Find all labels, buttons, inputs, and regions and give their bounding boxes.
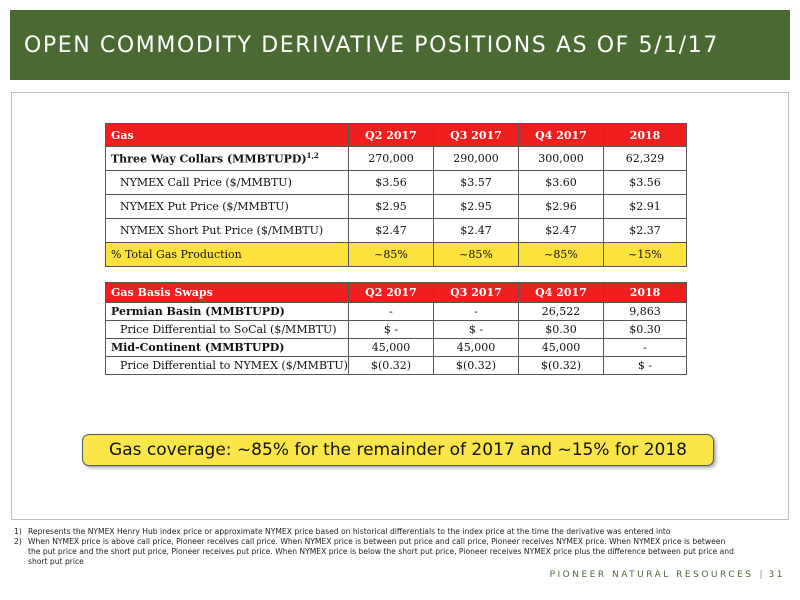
table-cell: $2.95 xyxy=(433,194,519,219)
table-row: NYMEX Put Price ($/MMBTU) $2.95 $2.95 $2… xyxy=(105,194,687,219)
row-label: NYMEX Short Put Price ($/MMBTU) xyxy=(105,218,349,243)
footnote-number: 2) xyxy=(14,537,22,546)
table-cell: - xyxy=(433,302,519,321)
table-row: Permian Basin (MMBTUPD) - - 26,522 9,863 xyxy=(105,302,687,321)
row-label: Permian Basin (MMBTUPD) xyxy=(105,302,349,321)
page-number: 31 xyxy=(768,570,785,580)
table-cell: $3.60 xyxy=(518,170,604,195)
table-cell: 270,000 xyxy=(348,146,434,171)
footer-separator: | xyxy=(759,570,763,580)
table-cell: $2.95 xyxy=(348,194,434,219)
table-cell: ~15% xyxy=(603,242,687,267)
table-cell: ~85% xyxy=(518,242,604,267)
footnote-number: 1) xyxy=(14,527,22,536)
column-header: Q3 2017 xyxy=(433,282,519,303)
table-cell: 26,522 xyxy=(518,302,604,321)
table-row: Mid-Continent (MMBTUPD) 45,000 45,000 45… xyxy=(105,338,687,357)
table-cell: $ - xyxy=(603,356,687,375)
column-header: Q4 2017 xyxy=(518,282,604,303)
column-header: Gas xyxy=(105,123,349,147)
footnote-text: Represents the NYMEX Henry Hub index pri… xyxy=(28,527,671,536)
table-row: NYMEX Call Price ($/MMBTU) $3.56 $3.57 $… xyxy=(105,170,687,195)
table-cell: $(0.32) xyxy=(433,356,519,375)
row-label: Mid-Continent (MMBTUPD) xyxy=(105,338,349,357)
table-cell: $2.47 xyxy=(518,218,604,243)
table-header-row: Gas Basis Swaps Q2 2017 Q3 2017 Q4 2017 … xyxy=(105,282,687,303)
table-cell: ~85% xyxy=(348,242,434,267)
table-cell: 62,329 xyxy=(603,146,687,171)
table-cell: - xyxy=(348,302,434,321)
column-header: 2018 xyxy=(603,282,687,303)
table-cell: 45,000 xyxy=(518,338,604,357)
footnotes: 1) Represents the NYMEX Henry Hub index … xyxy=(14,527,734,567)
gas-collars-table: Gas Q2 2017 Q3 2017 Q4 2017 2018 Three W… xyxy=(105,123,687,267)
row-label: Price Differential to SoCal ($/MMBTU) xyxy=(105,320,349,339)
table-row: Price Differential to SoCal ($/MMBTU) $ … xyxy=(105,320,687,339)
table-cell: - xyxy=(603,338,687,357)
table-cell: $2.91 xyxy=(603,194,687,219)
table-cell: 45,000 xyxy=(433,338,519,357)
table-cell: 290,000 xyxy=(433,146,519,171)
column-header: 2018 xyxy=(603,123,687,147)
row-label: % Total Gas Production xyxy=(105,242,349,267)
content-frame xyxy=(11,92,789,520)
column-header: Q2 2017 xyxy=(348,123,434,147)
row-label: Three Way Collars (MMBTUPD)1,2 xyxy=(105,146,349,171)
footnote: 1) Represents the NYMEX Henry Hub index … xyxy=(14,527,734,537)
footer: PIONEER NATURAL RESOURCES | 31 xyxy=(550,570,785,580)
column-header: Q4 2017 xyxy=(518,123,604,147)
collars-label: Three Way Collars (MMBTUPD) xyxy=(111,152,307,166)
table-cell: $2.37 xyxy=(603,218,687,243)
table-cell: 9,863 xyxy=(603,302,687,321)
column-header: Gas Basis Swaps xyxy=(105,282,349,303)
table-cell: $3.56 xyxy=(603,170,687,195)
table-cell: 300,000 xyxy=(518,146,604,171)
row-label: NYMEX Put Price ($/MMBTU) xyxy=(105,194,349,219)
table-cell: $0.30 xyxy=(603,320,687,339)
table-cell: $(0.32) xyxy=(348,356,434,375)
table-row: Price Differential to NYMEX ($/MMBTU) $(… xyxy=(105,356,687,375)
table-row: Three Way Collars (MMBTUPD)1,2 270,000 2… xyxy=(105,146,687,171)
gas-coverage-callout: Gas coverage: ~85% for the remainder of … xyxy=(82,434,714,466)
table-cell: $3.57 xyxy=(433,170,519,195)
table-cell: ~85% xyxy=(433,242,519,267)
footnote: 2) When NYMEX price is above call price,… xyxy=(14,537,734,567)
gas-basis-swaps-table: Gas Basis Swaps Q2 2017 Q3 2017 Q4 2017 … xyxy=(105,282,687,375)
table-row: NYMEX Short Put Price ($/MMBTU) $2.47 $2… xyxy=(105,218,687,243)
company-name: PIONEER NATURAL RESOURCES xyxy=(549,570,754,580)
column-header: Q3 2017 xyxy=(433,123,519,147)
page-title: OPEN COMMODITY DERIVATIVE POSITIONS AS O… xyxy=(24,33,719,58)
table-cell: $ - xyxy=(348,320,434,339)
footnote-text: When NYMEX price is above call price, Pi… xyxy=(28,537,734,566)
table-cell: $2.96 xyxy=(518,194,604,219)
title-bar: OPEN COMMODITY DERIVATIVE POSITIONS AS O… xyxy=(10,10,790,80)
table-cell: $2.47 xyxy=(348,218,434,243)
table-cell: $2.47 xyxy=(433,218,519,243)
row-label: NYMEX Call Price ($/MMBTU) xyxy=(105,170,349,195)
column-header: Q2 2017 xyxy=(348,282,434,303)
table-header-row: Gas Q2 2017 Q3 2017 Q4 2017 2018 xyxy=(105,123,687,147)
table-cell: $(0.32) xyxy=(518,356,604,375)
table-row-highlight: % Total Gas Production ~85% ~85% ~85% ~1… xyxy=(105,242,687,267)
footnote-ref: 1,2 xyxy=(306,151,319,161)
table-cell: $3.56 xyxy=(348,170,434,195)
table-cell: $ - xyxy=(433,320,519,339)
row-label: Price Differential to NYMEX ($/MMBTU) xyxy=(105,356,349,375)
table-cell: 45,000 xyxy=(348,338,434,357)
table-cell: $0.30 xyxy=(518,320,604,339)
